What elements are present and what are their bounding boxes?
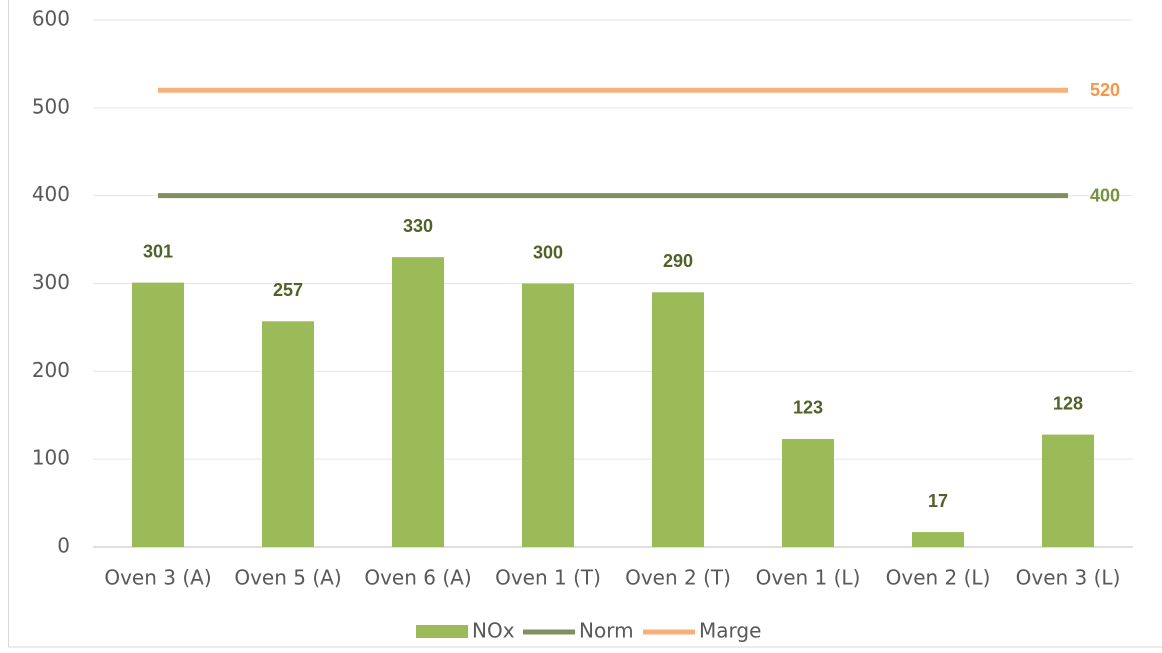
y-tick-label: 500 — [32, 94, 70, 118]
x-tick-label: Oven 6 (A) — [364, 566, 471, 590]
legend-label: Norm — [579, 619, 634, 643]
y-tick-label: 400 — [32, 182, 70, 206]
data-label: 400 — [1090, 185, 1120, 205]
bar — [912, 532, 964, 547]
data-label: 123 — [793, 398, 823, 418]
data-label: 300 — [533, 242, 563, 262]
x-tick-label: Oven 2 (T) — [625, 566, 731, 590]
y-tick-label: 0 — [57, 534, 70, 558]
bar — [262, 321, 314, 547]
x-tick-label: Oven 3 (A) — [104, 566, 211, 590]
x-tick-label: Oven 2 (L) — [886, 566, 991, 590]
x-tick-label: Oven 3 (L) — [1016, 566, 1121, 590]
data-label: 17 — [928, 491, 948, 511]
bar — [392, 257, 444, 547]
x-tick-label: Oven 1 (T) — [495, 566, 601, 590]
bar — [1042, 435, 1094, 547]
data-label: 520 — [1090, 80, 1120, 100]
y-tick-label: 300 — [32, 270, 70, 294]
data-label: 257 — [273, 280, 303, 300]
data-label: 128 — [1053, 393, 1083, 413]
bar — [782, 439, 834, 547]
legend-label: NOx — [472, 619, 515, 643]
legend-label: Marge — [699, 619, 761, 643]
data-label: 290 — [663, 251, 693, 271]
y-tick-label: 200 — [32, 358, 70, 382]
bar — [652, 292, 704, 547]
y-tick-label: 100 — [32, 446, 70, 470]
data-label: 301 — [143, 241, 173, 261]
bar — [132, 283, 184, 547]
y-tick-label: 600 — [32, 7, 70, 31]
x-tick-label: Oven 5 (A) — [234, 566, 341, 590]
legend-swatch — [416, 625, 468, 638]
data-label: 330 — [403, 216, 433, 236]
x-tick-label: Oven 1 (L) — [756, 566, 861, 590]
bar — [522, 284, 574, 548]
